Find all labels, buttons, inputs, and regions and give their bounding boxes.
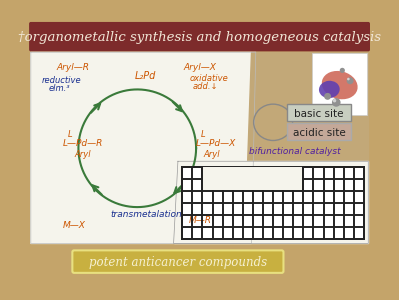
Bar [202,167,303,191]
Text: L: L [68,130,73,139]
Text: acidic site: acidic site [292,128,345,138]
Text: reductive: reductive [42,76,82,85]
Bar [182,167,364,239]
Ellipse shape [324,93,331,100]
Text: Aryl—R: Aryl—R [57,63,90,72]
Text: Aryl: Aryl [204,150,221,159]
Ellipse shape [347,77,354,84]
FancyBboxPatch shape [29,22,370,51]
Ellipse shape [333,99,336,102]
Text: L₂Pd: L₂Pd [135,71,156,81]
Text: Aryl: Aryl [74,150,91,159]
Text: †organometallic synthesis and homogeneous catalysis: †organometallic synthesis and homogeneou… [18,31,381,44]
Text: M—X: M—X [63,221,86,230]
Ellipse shape [322,71,358,99]
Polygon shape [247,52,368,166]
Ellipse shape [340,68,345,73]
Text: M—R: M—R [189,216,212,225]
FancyBboxPatch shape [287,123,351,140]
Ellipse shape [347,78,350,80]
FancyBboxPatch shape [72,250,283,273]
Text: basic site: basic site [294,109,344,119]
FancyBboxPatch shape [287,104,351,122]
Text: add.↓: add.↓ [193,82,218,91]
Text: elm.³: elm.³ [48,84,70,93]
Polygon shape [31,52,256,243]
Text: L—Pd—X: L—Pd—X [196,139,236,148]
Text: bifunctional catalyst: bifunctional catalyst [249,147,340,156]
Ellipse shape [319,81,340,98]
Text: oxidative: oxidative [189,74,228,83]
Polygon shape [174,161,368,243]
Text: Aryl—X: Aryl—X [184,63,217,72]
Text: potent anticancer compounds: potent anticancer compounds [89,256,267,269]
Text: L: L [201,130,206,139]
Bar [312,53,367,116]
Text: L—Pd—R: L—Pd—R [63,139,103,148]
Ellipse shape [332,98,341,107]
Text: transmetalation: transmetalation [111,210,182,219]
